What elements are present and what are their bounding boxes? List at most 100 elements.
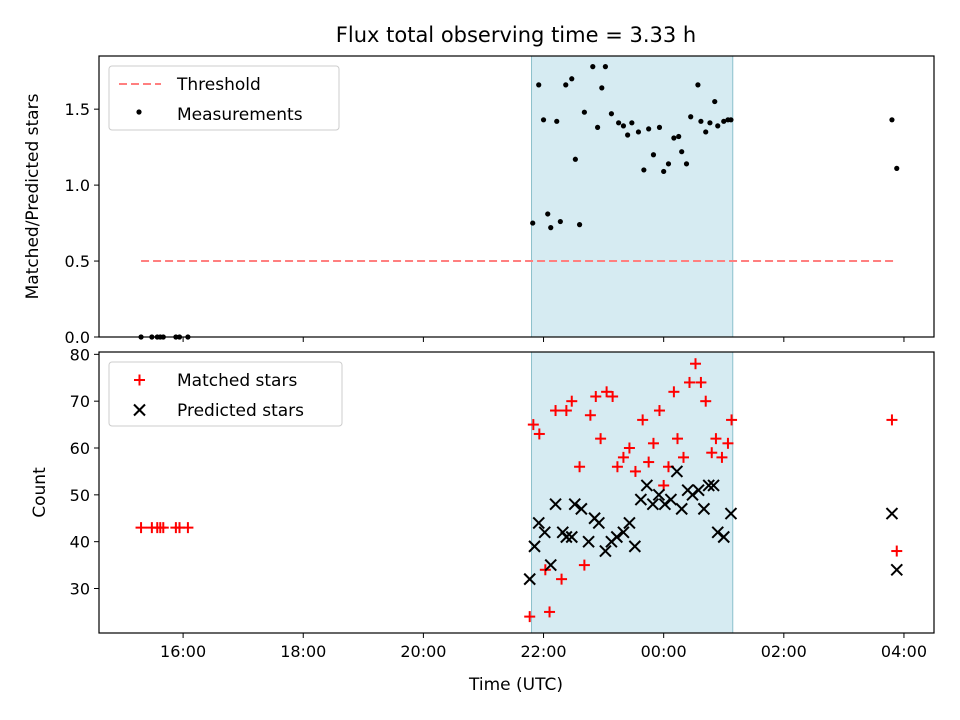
predicted-star-marker	[532, 516, 545, 530]
marker-stroke	[628, 540, 642, 553]
predicted-star-marker	[634, 493, 648, 506]
marker-stroke	[885, 507, 899, 520]
matched-star-marker	[706, 447, 718, 459]
predicted-star-marker	[528, 540, 541, 553]
measurement-point	[712, 98, 718, 105]
matched-star-marker	[611, 461, 623, 473]
matched-star-marker	[584, 409, 596, 421]
predicted-star-marker	[628, 540, 642, 553]
marker-stroke	[670, 465, 684, 478]
y-tick-label: 50	[70, 486, 90, 505]
measurement-point	[594, 124, 601, 130]
matched-star-marker	[533, 428, 545, 440]
matched-star-marker	[716, 451, 728, 463]
measurement-point	[530, 220, 536, 226]
predicted-star-marker	[646, 498, 660, 511]
predicted-star-marker	[702, 479, 715, 492]
measurement-point	[641, 167, 647, 173]
measurement-point	[889, 117, 895, 123]
marker-stroke	[634, 493, 648, 506]
matched-star-marker	[524, 611, 536, 623]
predicted-star-marker	[523, 572, 536, 586]
matched-star-marker	[647, 437, 659, 449]
predicted-star-marker	[592, 516, 606, 530]
predicted-star-marker	[707, 479, 720, 492]
x-tick-label: 18:00	[280, 642, 326, 661]
matched-star-marker	[700, 395, 712, 407]
legend: Threshold Measurements	[108, 65, 340, 131]
measurement-point	[576, 222, 583, 228]
marker-stroke	[599, 544, 612, 558]
marker-stroke	[697, 502, 711, 516]
matched-star-marker	[643, 456, 655, 468]
measurement-point	[665, 161, 672, 167]
predicted-star-marker	[544, 558, 557, 572]
measurement-point	[548, 225, 554, 231]
predicted-star-marker	[617, 526, 630, 539]
measurement-point	[581, 109, 587, 115]
x-tick-label: 22:00	[520, 642, 566, 661]
predicted-star-marker	[599, 544, 612, 558]
marker-stroke	[532, 516, 545, 530]
legend-box	[108, 361, 343, 427]
marker-stroke	[692, 483, 705, 497]
matched-star-marker	[135, 522, 147, 534]
measurement-point	[569, 76, 575, 82]
matched-star-marker	[607, 390, 619, 402]
x-tick-label: 20:00	[400, 642, 446, 661]
matched-star-marker	[550, 405, 562, 417]
measurement-point	[715, 123, 721, 129]
measurement-point	[679, 149, 685, 155]
measurement-point	[656, 124, 663, 130]
measurement-point	[894, 165, 900, 171]
predicted-star-marker	[670, 465, 684, 478]
measurement-point	[721, 118, 727, 124]
measurement-point	[635, 129, 642, 135]
marker-stroke	[610, 530, 624, 544]
y-tick-label: 40	[70, 533, 90, 552]
measurement-point	[707, 120, 713, 126]
matched-star-marker	[629, 465, 641, 477]
predicted-star-marker	[717, 530, 730, 544]
y-tick-label: 1.5	[65, 100, 90, 119]
matched-star-marker	[560, 405, 572, 417]
marker-stroke	[890, 563, 903, 576]
measurement-point	[572, 156, 578, 162]
marker-stroke	[528, 540, 541, 553]
marker-stroke	[575, 502, 588, 516]
marker-stroke	[549, 498, 562, 511]
y-tick-label: 60	[70, 439, 90, 458]
measurement-point	[629, 120, 635, 126]
observing-window-span	[531, 55, 734, 338]
marker-stroke	[623, 516, 636, 530]
matched-star-marker	[710, 433, 722, 445]
predicted-star-marker	[890, 563, 903, 576]
measurement-point	[545, 211, 551, 217]
predicted-star-marker	[549, 498, 562, 511]
predicted-star-marker	[724, 507, 738, 520]
matched-star-marker	[722, 437, 734, 449]
measurement-point	[590, 64, 596, 70]
marker-stroke	[646, 498, 660, 511]
matched-star-marker	[637, 414, 649, 426]
ratio-panel: 0.0 0.5 1.0 1.5 Matched/Predicted stars Thres…	[23, 55, 935, 347]
measurement-point	[676, 133, 682, 140]
measurement-point	[602, 64, 609, 70]
marker-stroke	[592, 516, 606, 530]
observing-window-span	[531, 351, 734, 634]
y-axis-label: Matched/Predicted stars	[23, 93, 43, 299]
matched-star-marker	[891, 545, 903, 557]
measurement-point	[661, 168, 667, 175]
predicted-star-marker	[697, 502, 711, 516]
y-tick-label: 0.5	[65, 252, 90, 271]
measurement-point	[695, 82, 701, 88]
measurement-point	[671, 135, 677, 141]
x-axis-label: Time (UTC)	[468, 675, 563, 695]
marker-stroke	[617, 526, 630, 539]
marker-stroke	[568, 498, 581, 511]
predicted-star-marker	[538, 526, 551, 539]
y-axis-label: Count	[30, 467, 50, 518]
matched-star-marker	[595, 433, 607, 445]
marker-stroke	[664, 493, 678, 506]
measurement-point	[536, 82, 542, 88]
